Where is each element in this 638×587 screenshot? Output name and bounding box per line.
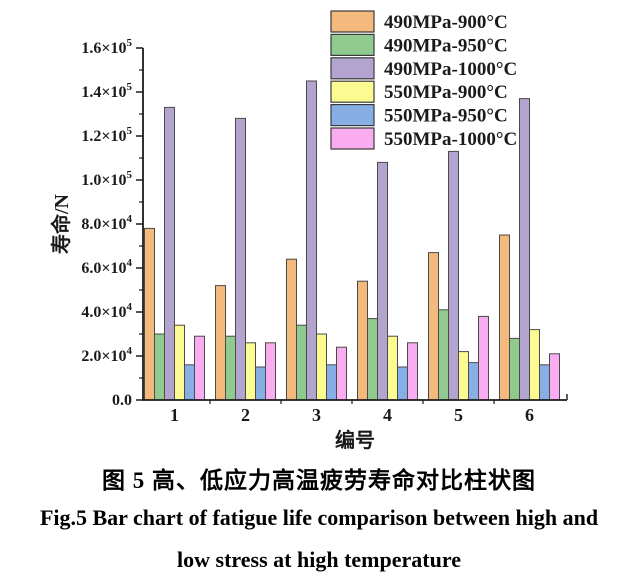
x-axis-title: 编号 <box>335 428 375 452</box>
bar-550MPa-1000°C-group1 <box>194 335 205 401</box>
bar-550MPa-950°C-group6 <box>539 364 550 401</box>
y-tick-label: 6.0×104 <box>81 257 132 277</box>
bar-490MPa-1000°C-group1 <box>164 106 175 401</box>
bar-550MPa-1000°C-group2 <box>265 342 276 401</box>
legend-label-490MPa-900°C: 490MPa-900°C <box>384 12 508 33</box>
bar-490MPa-950°C-group3 <box>296 324 307 401</box>
bar-550MPa-900°C-group5 <box>458 351 469 401</box>
legend-swatch-490MPa-950°C <box>330 33 375 57</box>
caption-english-line2: low stress at high temperature <box>177 547 461 572</box>
bar-550MPa-900°C-group3 <box>316 333 327 401</box>
bar-490MPa-950°C-group2 <box>225 335 236 401</box>
bar-550MPa-950°C-group5 <box>468 362 479 401</box>
legend-swatch-490MPa-1000°C <box>330 57 375 80</box>
bar-490MPa-1000°C-group4 <box>377 161 388 401</box>
caption-english-line1: Fig.5 Bar chart of fatigue life comparis… <box>39 505 599 530</box>
bar-550MPa-950°C-group2 <box>255 366 266 401</box>
bar-550MPa-950°C-group4 <box>397 366 408 401</box>
bar-490MPa-1000°C-group2 <box>235 117 246 401</box>
bar-550MPa-1000°C-group3 <box>336 346 347 401</box>
bar-490MPa-950°C-group1 <box>154 333 165 401</box>
bar-490MPa-900°C-group2 <box>215 285 226 401</box>
x-tick-label-6: 6 <box>525 405 534 425</box>
legend-swatch-490MPa-900°C <box>330 10 375 33</box>
y-tick-label: 0.0 <box>112 392 132 409</box>
x-tick-label-3: 3 <box>312 405 321 425</box>
y-tick-label: 8.0×104 <box>81 213 132 233</box>
legend-label-550MPa-1000°C: 550MPa-1000°C <box>384 129 517 150</box>
bar-550MPa-950°C-group3 <box>326 364 337 401</box>
x-tick-label-2: 2 <box>241 405 250 425</box>
x-tick-label-1: 1 <box>170 405 179 425</box>
fatigue-life-bar-chart: 1 2 3 4 5 6 0.0 2.0×104 4.0×104 6.0×104 8.0×104 1.0… <box>49 10 568 452</box>
bar-490MPa-900°C-group1 <box>144 227 155 401</box>
legend-swatch-550MPa-950°C <box>330 103 375 127</box>
bar-550MPa-950°C-group1 <box>184 364 195 401</box>
bar-550MPa-900°C-group6 <box>529 329 540 401</box>
bar-490MPa-1000°C-group6 <box>519 98 530 401</box>
caption-chinese: 图 5 高、低应力高温疲劳寿命对比柱状图 <box>102 468 536 493</box>
y-tick-label: 1.2×105 <box>81 125 132 145</box>
legend-label-550MPa-900°C: 550MPa-900°C <box>384 82 508 103</box>
legend-label-550MPa-950°C: 550MPa-950°C <box>384 106 508 127</box>
bar-490MPa-900°C-group4 <box>357 280 368 401</box>
bar-490MPa-1000°C-group3 <box>306 80 317 401</box>
y-axis-title: 寿命/N <box>49 193 73 254</box>
bar-490MPa-900°C-group5 <box>428 252 439 401</box>
bar-490MPa-900°C-group6 <box>499 234 510 401</box>
bar-550MPa-900°C-group2 <box>245 342 256 401</box>
legend-label-490MPa-1000°C: 490MPa-1000°C <box>384 59 517 80</box>
bar-490MPa-950°C-group5 <box>438 309 449 401</box>
legend-swatch-550MPa-1000°C <box>330 127 375 150</box>
y-tick-label: 1.6×105 <box>81 37 132 57</box>
x-tick-label-5: 5 <box>454 405 463 425</box>
bar-490MPa-950°C-group4 <box>367 318 378 401</box>
bar-550MPa-1000°C-group6 <box>549 353 560 401</box>
bar-550MPa-1000°C-group5 <box>478 315 489 401</box>
y-tick-label: 1.0×105 <box>81 169 132 189</box>
y-tick-label: 4.0×104 <box>81 301 132 321</box>
bar-490MPa-950°C-group6 <box>509 337 520 401</box>
bar-550MPa-900°C-group4 <box>387 335 398 401</box>
bar-550MPa-1000°C-group4 <box>407 342 418 401</box>
legend-label-490MPa-950°C: 490MPa-950°C <box>384 35 508 56</box>
bar-490MPa-1000°C-group5 <box>448 150 459 401</box>
y-tick-label: 2.0×104 <box>81 345 132 365</box>
bar-490MPa-900°C-group3 <box>286 258 297 401</box>
y-tick-label: 1.4×105 <box>81 81 132 101</box>
x-tick-label-4: 4 <box>383 405 392 425</box>
bar-550MPa-900°C-group1 <box>174 324 185 401</box>
legend-swatch-550MPa-900°C <box>330 80 375 103</box>
